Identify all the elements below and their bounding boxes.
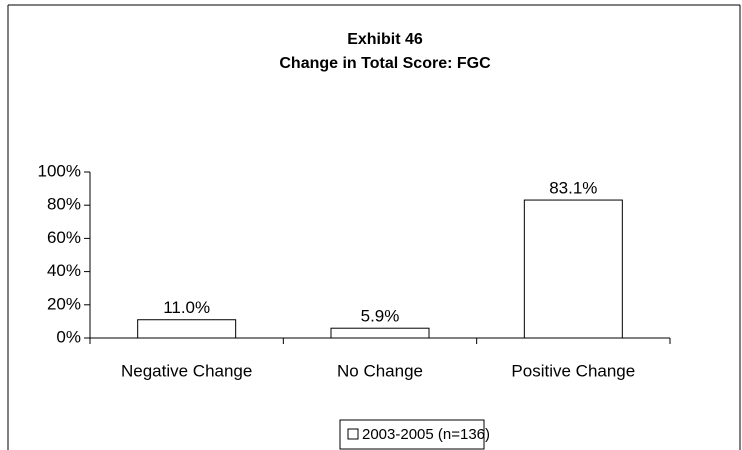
data-label: 11.0% <box>163 298 210 317</box>
y-tick-label: 20% <box>47 294 81 313</box>
y-tick-label: 100% <box>38 161 81 180</box>
y-tick-label: 80% <box>47 195 81 214</box>
legend-swatch <box>347 428 359 440</box>
legend-box <box>339 419 485 450</box>
y-tick-label: 40% <box>47 261 81 280</box>
bar <box>523 199 623 339</box>
data-label: 83.1% <box>549 179 597 198</box>
bar <box>330 327 430 339</box>
legend-label: 2003-2005 (n=136) <box>362 426 490 443</box>
bar <box>137 319 237 339</box>
chart-subtitle: Change in Total Score: FGC <box>279 55 491 72</box>
chart-title: Exhibit 46 <box>347 31 423 48</box>
x-tick-label: Negative Change <box>121 361 252 380</box>
y-tick-label: 60% <box>47 228 81 247</box>
y-tick-label: 0% <box>56 327 81 346</box>
data-label: 5.9% <box>361 307 400 326</box>
x-tick-label: Positive Change <box>511 361 635 380</box>
x-tick-label: No Change <box>337 361 423 380</box>
